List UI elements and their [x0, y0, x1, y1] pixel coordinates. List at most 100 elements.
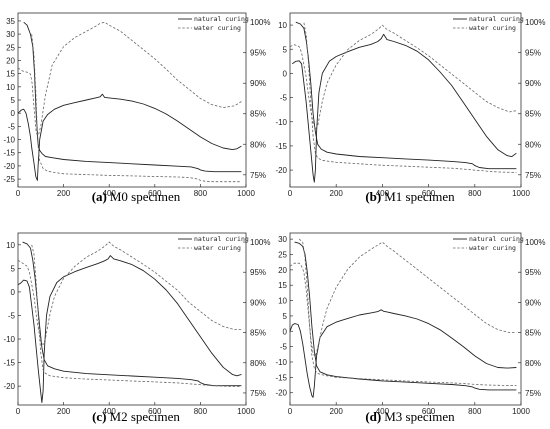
y-left-tick-label: -20: [275, 389, 287, 398]
panel-b: 0 200 400 600 800 1000 -20 -15 -10 -5 0 5 10 75% 80% 85…: [275, 12, 545, 198]
y-right-tick-label: 80%: [525, 140, 541, 149]
y-left-tick-label: -20: [3, 382, 15, 391]
y-right-tick-label: 95%: [525, 268, 541, 277]
y-right-tick-label: 90%: [525, 79, 541, 88]
x-tick-label: 1000: [237, 189, 255, 198]
y-left-tick-label: 15: [278, 281, 287, 290]
caption-c: (c) M2 specimen: [92, 409, 180, 424]
y-left-tick-label: -15: [275, 142, 287, 151]
x-tick-label: 800: [468, 189, 482, 198]
y-right-tick-label: 90%: [525, 298, 541, 307]
y-right-tick-label: 75%: [250, 171, 266, 180]
panel-c: 0 200 400 600 800 1000 -20 -15 -10 -5 0 5 10 75% 80% 85…: [3, 232, 270, 416]
y-left-tick-label: 5: [11, 96, 16, 105]
x-tick-label: 1000: [512, 407, 530, 416]
y-left-tick-label: -15: [3, 149, 15, 158]
y-right-tick-label: 80%: [250, 359, 266, 368]
x-tick-label: 200: [330, 189, 344, 198]
water-curing-right-line: [17, 21, 242, 136]
y-left-tick-label: 5: [283, 312, 288, 321]
y-left-tick-label: -20: [3, 162, 15, 171]
plot-frame: [17, 12, 247, 188]
y-left-tick-label: 25: [278, 251, 287, 260]
y-right-tick-label: 85%: [250, 329, 266, 338]
y-left-tick-label: 20: [6, 56, 15, 65]
x-tick-label: 600: [422, 407, 436, 416]
y-left-tick-label: -15: [275, 373, 287, 382]
y-left-tick-label: -5: [280, 343, 288, 352]
y-right-tick-label: 75%: [525, 171, 541, 180]
plot-frame: [17, 232, 247, 406]
y-right-tick-label: 90%: [250, 298, 266, 307]
y-left-tick-label: 0: [11, 288, 16, 297]
y-right-tick-label: 95%: [525, 49, 541, 58]
water-curing-left-line: [31, 244, 242, 387]
x-tick-label: 800: [468, 407, 482, 416]
y-left-tick-label: 25: [6, 43, 15, 52]
x-tick-label: 1000: [512, 189, 530, 198]
panel-a: 0 200 400 600 800 1000 -25 -20 -15 -10 -5 0 5 10 15 20 2…: [3, 12, 270, 198]
x-tick-label: 400: [376, 407, 390, 416]
x-tick-label: 200: [57, 407, 71, 416]
y-right-tick-label: 80%: [525, 359, 541, 368]
plot-frame: [289, 232, 522, 406]
x-tick-label: 0: [16, 407, 21, 416]
y-left-tick-label: -5: [8, 311, 16, 320]
y-right-tick-label: 85%: [525, 329, 541, 338]
caption-d: (d) M3 specimen: [365, 409, 455, 424]
natural-curing-right-line: [22, 241, 242, 387]
x-tick-label: 200: [57, 189, 71, 198]
y-left-tick-label: 10: [6, 83, 15, 92]
x-tick-label: 400: [103, 189, 117, 198]
y-left-tick-label: 10: [6, 241, 15, 250]
water-curing-left-line: [303, 22, 517, 173]
water-curing-right-line: [289, 24, 517, 130]
x-tick-label: 600: [148, 407, 162, 416]
y-left-tick-label: 5: [283, 45, 288, 54]
y-left-tick-label: 5: [11, 264, 16, 273]
y-right-tick-label: 80%: [250, 140, 266, 149]
natural-curing-left-line: [292, 33, 517, 183]
y-left-tick-label: -10: [3, 136, 15, 145]
x-tick-label: 800: [194, 189, 208, 198]
y-left-tick-label: 10: [278, 21, 287, 30]
y-left-tick-label: 0: [283, 327, 288, 336]
y-left-tick-label: -5: [8, 122, 16, 131]
y-left-tick-label: 10: [278, 297, 287, 306]
x-tick-label: 600: [148, 189, 162, 198]
y-left-tick-label: -5: [280, 94, 288, 103]
y-left-tick-label: 30: [6, 30, 15, 39]
water-curing-left-line: [298, 238, 517, 386]
x-tick-label: 0: [288, 189, 293, 198]
y-right-tick-label: 95%: [250, 49, 266, 58]
y-right-tick-label: 95%: [250, 268, 266, 277]
caption-a: (a) M0 specimen: [92, 189, 181, 204]
x-tick-label: 200: [330, 407, 344, 416]
y-right-tick-label: 85%: [525, 110, 541, 119]
y-left-tick-label: 35: [6, 17, 15, 26]
x-tick-label: 400: [103, 407, 117, 416]
y-right-tick-label: 100%: [250, 238, 270, 247]
y-left-tick-label: 0: [283, 69, 288, 78]
y-right-tick-label: 85%: [250, 110, 266, 119]
panel-d: 0 200 400 600 800 1000 -20 -15 -10 -5 0 5 10 15 20 25 30…: [275, 232, 545, 416]
y-right-tick-label: 75%: [525, 389, 541, 398]
water-curing-right-line: [17, 241, 242, 346]
legend-water-label: water curing: [469, 24, 516, 32]
water-curing-right-line: [289, 241, 517, 358]
legend-natural-label: natural curing: [469, 15, 524, 23]
legend-natural-label: natural curing: [469, 235, 524, 243]
natural-curing-right-line: [23, 21, 242, 173]
y-left-tick-label: -10: [3, 335, 15, 344]
natural-curing-right-line: [295, 21, 517, 170]
natural-curing-left-line: [17, 93, 242, 181]
natural-curing-left-line: [17, 255, 242, 404]
y-right-tick-label: 100%: [250, 18, 270, 27]
legend-natural-label: natural curing: [194, 235, 249, 243]
water-curing-left-line: [31, 34, 242, 183]
x-tick-label: 1000: [237, 407, 255, 416]
y-left-tick-label: 0: [11, 109, 16, 118]
y-left-tick-label: 30: [278, 235, 287, 244]
y-left-tick-label: -10: [275, 118, 287, 127]
